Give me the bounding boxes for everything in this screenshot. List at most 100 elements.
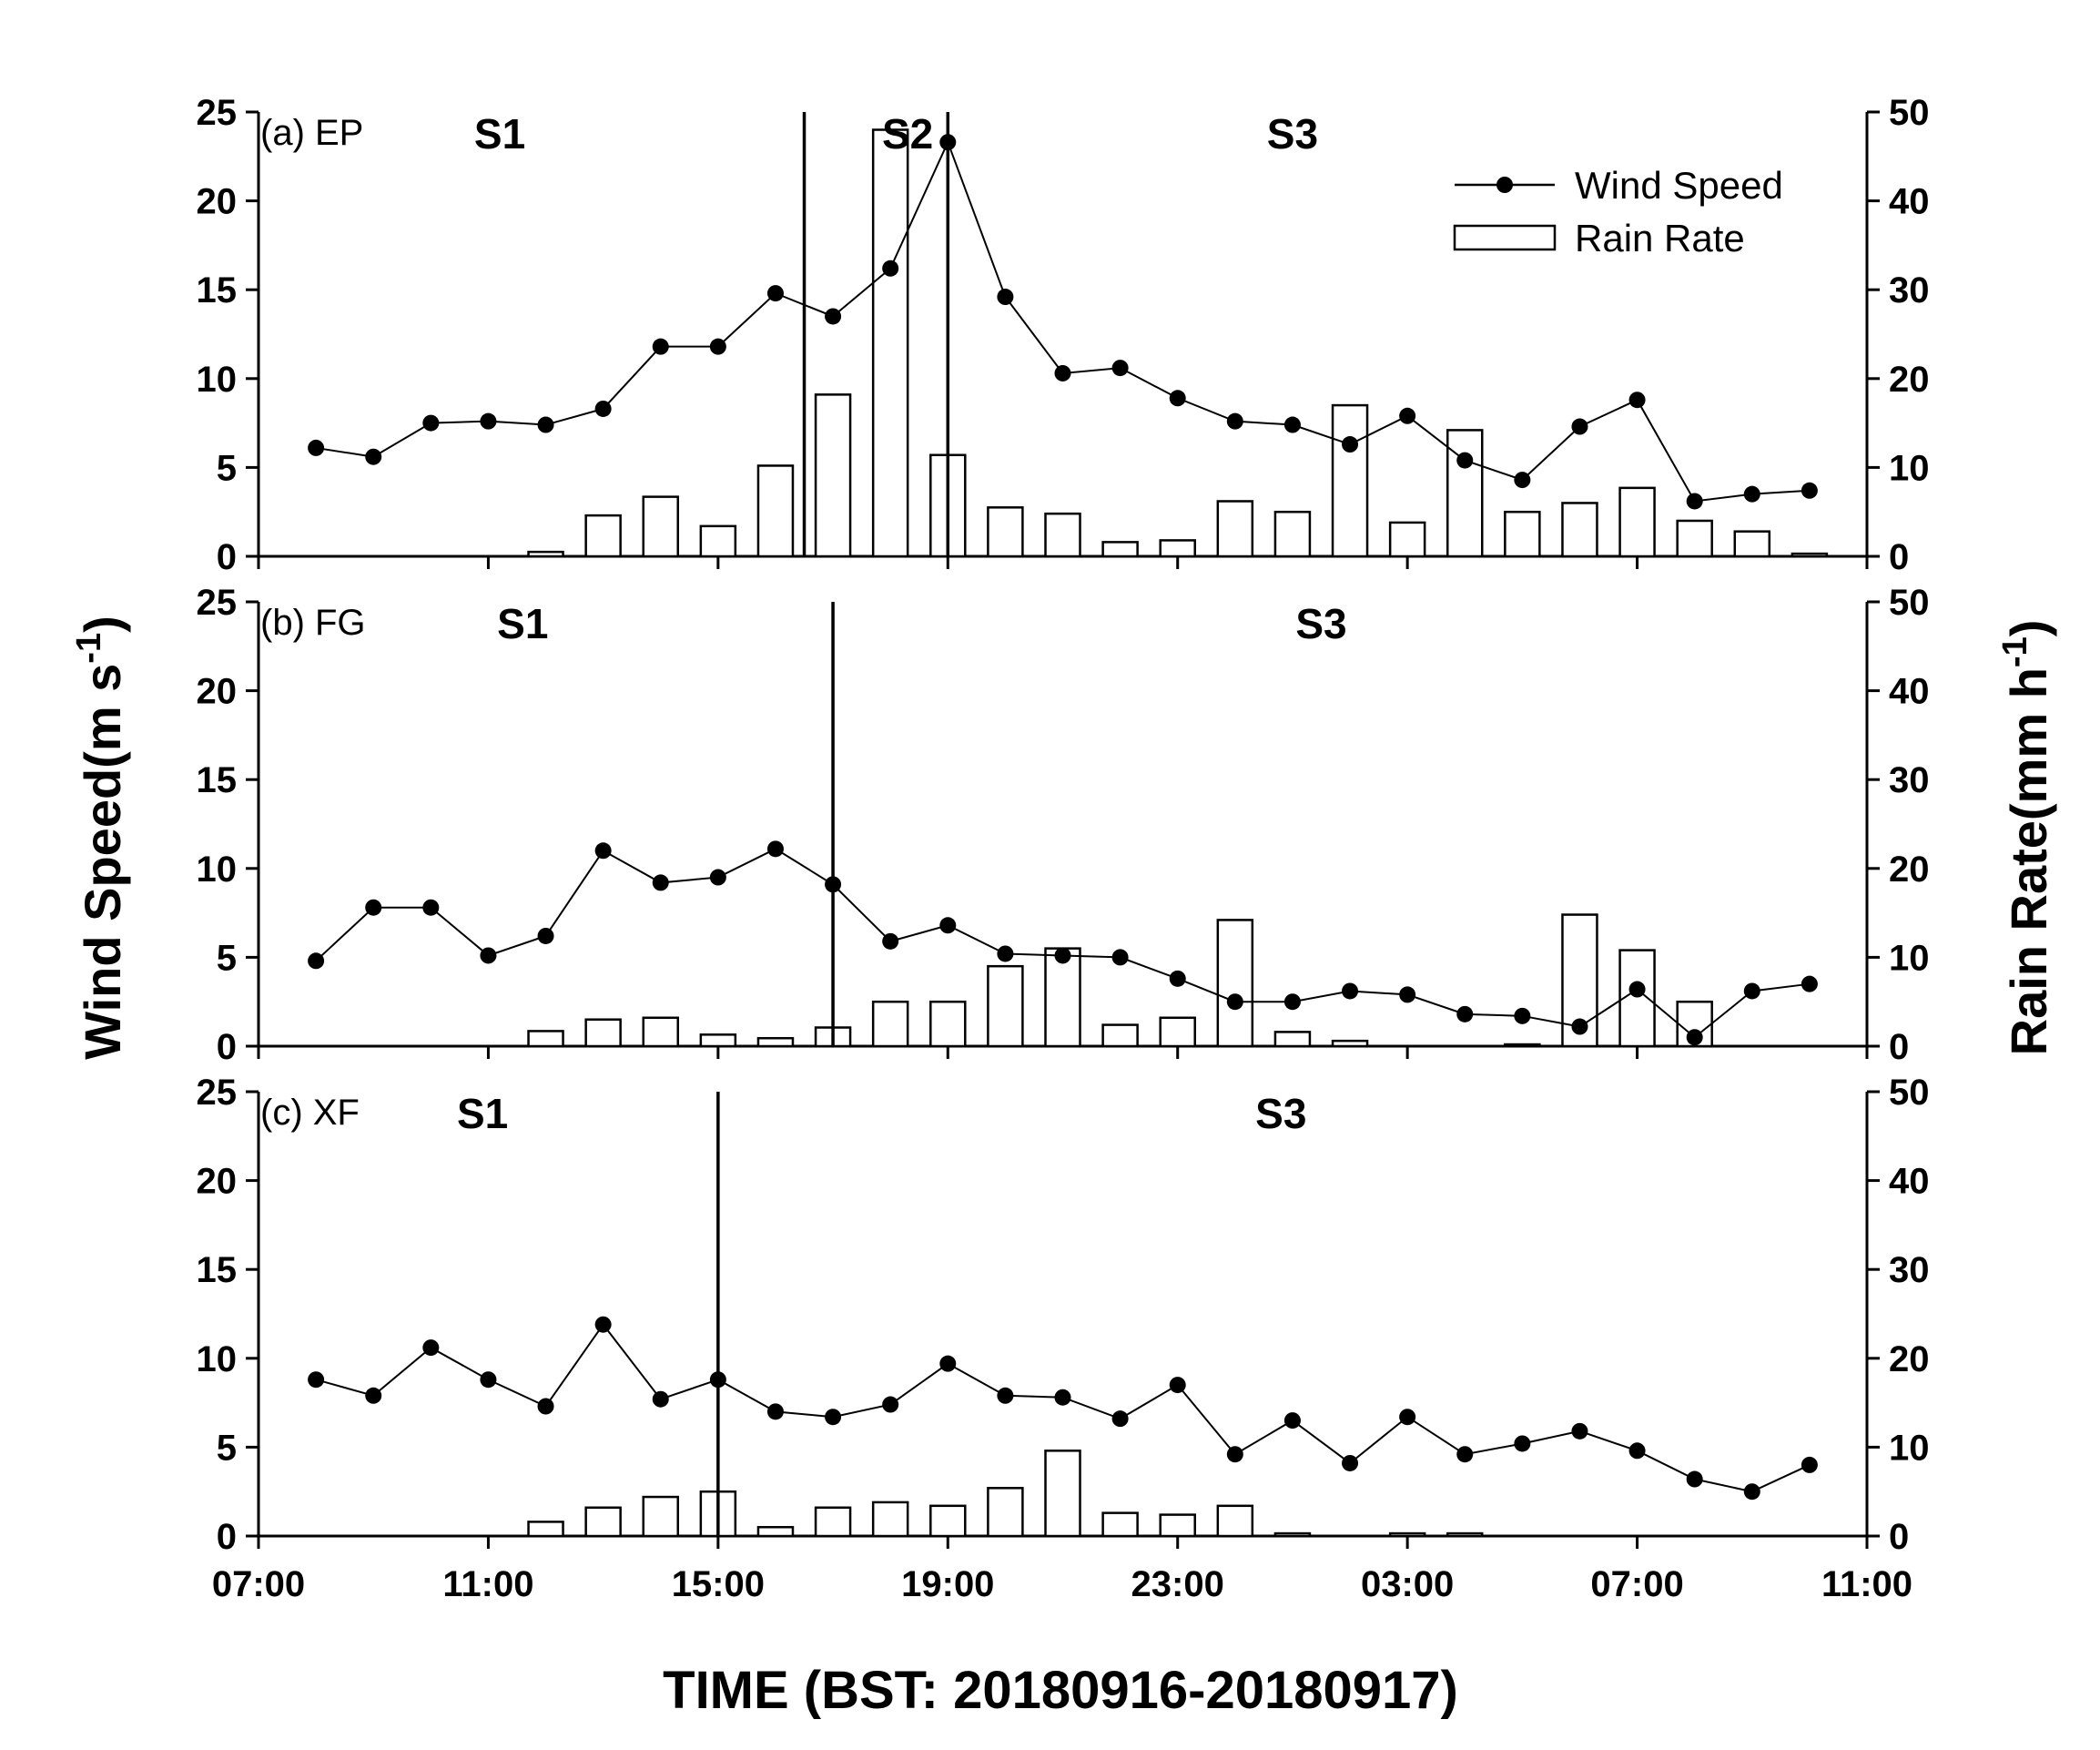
- y-right-tick-label: 20: [1889, 850, 1930, 890]
- wind-speed-point: [766, 840, 784, 858]
- wind-speed-point: [709, 869, 726, 886]
- rain-bar: [699, 1033, 737, 1048]
- wind-speed-point: [1054, 364, 1071, 382]
- rain-bar: [699, 524, 737, 558]
- legend: Wind Speed Rain Rate: [1453, 164, 1783, 259]
- rain-bar: [871, 1000, 909, 1048]
- y-right-tick-label: 0: [1889, 537, 1909, 577]
- wind-speed-point: [1226, 412, 1243, 430]
- wind-speed-point: [1571, 1422, 1588, 1440]
- panel-b: 0 5 10 15 20 25 0 10 20 30 40 50 (b) FG S1 S3: [197, 583, 1930, 1067]
- wind-speed-point: [1456, 452, 1474, 469]
- y-right-tick-label: 10: [1889, 448, 1930, 488]
- x-axis: 07:00 11:00 15:00 19:00 23:00 03:00 07:00 11:00: [212, 1564, 1912, 1604]
- wind-speed-point: [1514, 1007, 1531, 1024]
- panel-c: 0 5 10 15 20 25 0 10 20 30 40 50 (c) XF S1 S3: [197, 1073, 1930, 1557]
- rain-bar: [1044, 947, 1081, 1048]
- panel-label: (c) XF: [260, 1093, 360, 1133]
- wind-speed-point: [882, 1396, 899, 1413]
- wind-speed-point: [1514, 472, 1531, 489]
- wind-speed-point: [537, 416, 554, 433]
- wind-speed-point: [1801, 975, 1818, 992]
- wind-speed-point: [1571, 418, 1588, 435]
- wind-speed-point: [652, 874, 669, 891]
- rain-bar: [1159, 539, 1196, 558]
- wind-speed-point: [1111, 360, 1129, 377]
- y-right-tick-label: 0: [1889, 1517, 1909, 1557]
- rain-bar: [929, 1504, 967, 1538]
- y-left-tick-label: 20: [197, 1162, 238, 1202]
- rain-bar: [1044, 1450, 1081, 1538]
- legend-rain-label: Rain Rate: [1575, 217, 1745, 259]
- stage-label-s1: S1: [457, 1090, 508, 1137]
- y-right-tick-label: 30: [1889, 1250, 1930, 1290]
- rain-bar: [1791, 552, 1829, 558]
- wind-speed-point: [652, 338, 669, 355]
- wind-speed-point: [594, 842, 612, 860]
- y-left-tick-label: 20: [197, 672, 238, 712]
- rain-bar: [584, 1506, 622, 1538]
- wind-speed-point: [652, 1390, 669, 1408]
- wind-speed-point: [825, 876, 842, 893]
- y-right-tick-label: 50: [1889, 93, 1930, 133]
- y-left-tick-label: 15: [197, 270, 238, 310]
- y-right-tick-label: 30: [1889, 270, 1930, 310]
- y-axis-left-title: Wind Speed(m s-1): [70, 616, 131, 1060]
- rain-bar: [1388, 1531, 1426, 1538]
- y-right-tick-label: 40: [1889, 672, 1930, 712]
- rain-bar: [1044, 512, 1081, 558]
- stage-label-s3: S3: [1255, 1090, 1306, 1137]
- wind-speed-point: [594, 1316, 612, 1333]
- y-right-tick-label: 10: [1889, 938, 1930, 978]
- x-axis-title: TIME (BST: 20180916-20180917): [663, 1661, 1458, 1720]
- wind-speed-point: [997, 945, 1014, 962]
- panel-a: 0 5 10 15 20 25 0 10 20 30 40 50 (a) EP S1 S2 S3: [197, 93, 1930, 577]
- rain-bar: [1273, 1031, 1312, 1048]
- wind-speed-point: [308, 439, 325, 456]
- rain-bar: [642, 495, 679, 558]
- wind-speed-point: [1456, 1446, 1474, 1463]
- x-tick-label: 19:00: [901, 1564, 994, 1604]
- wind-speed-point: [825, 308, 842, 325]
- wind-speed-point: [766, 285, 784, 302]
- wind-speed-point: [480, 947, 497, 964]
- wind-speed-point: [422, 414, 440, 432]
- rain-bar: [584, 514, 622, 558]
- rain-bar: [527, 550, 564, 558]
- legend-rain-swatch: [1453, 224, 1557, 251]
- wind-speed-point: [1399, 1409, 1416, 1426]
- wind-speed-point: [1169, 1377, 1186, 1394]
- x-tick-label: 11:00: [442, 1564, 533, 1604]
- y-left-tick-label: 10: [197, 1339, 238, 1379]
- stage-label-s1: S1: [497, 600, 548, 647]
- rain-bar: [756, 1525, 795, 1538]
- wind-speed-point: [1283, 1412, 1301, 1430]
- y-left-tick-label: 0: [217, 1517, 237, 1557]
- wind-speed-point: [422, 899, 440, 916]
- stage-label-s1: S1: [474, 110, 525, 158]
- y-left-tick-label: 0: [217, 537, 237, 577]
- y-left-tick-label: 5: [217, 448, 237, 488]
- wind-speed-point: [1342, 1454, 1359, 1471]
- rain-bar: [871, 1501, 909, 1538]
- panel-label: (b) FG: [260, 603, 366, 643]
- rain-bar: [1159, 1016, 1196, 1048]
- y-left-tick-label: 10: [197, 850, 238, 890]
- wind-speed-point: [480, 1371, 497, 1389]
- rain-bar: [642, 1495, 679, 1538]
- wind-speed-point: [537, 1398, 554, 1415]
- y-left-tick-label: 5: [217, 1428, 237, 1468]
- rain-bar: [1273, 510, 1312, 558]
- wind-speed-point: [939, 134, 957, 151]
- rain-bar: [1446, 429, 1484, 558]
- wind-speed-point: [1743, 982, 1760, 1000]
- wind-speed-point: [1628, 392, 1646, 409]
- rain-bar: [1273, 1531, 1312, 1538]
- rain-bar: [1446, 1531, 1484, 1538]
- y-axis-right-title: Rain Rate(mm h-1): [1996, 620, 2057, 1056]
- y-right-tick-label: 10: [1889, 1428, 1930, 1468]
- wind-speed-point: [709, 1371, 726, 1389]
- x-tick-label: 07:00: [1590, 1564, 1683, 1604]
